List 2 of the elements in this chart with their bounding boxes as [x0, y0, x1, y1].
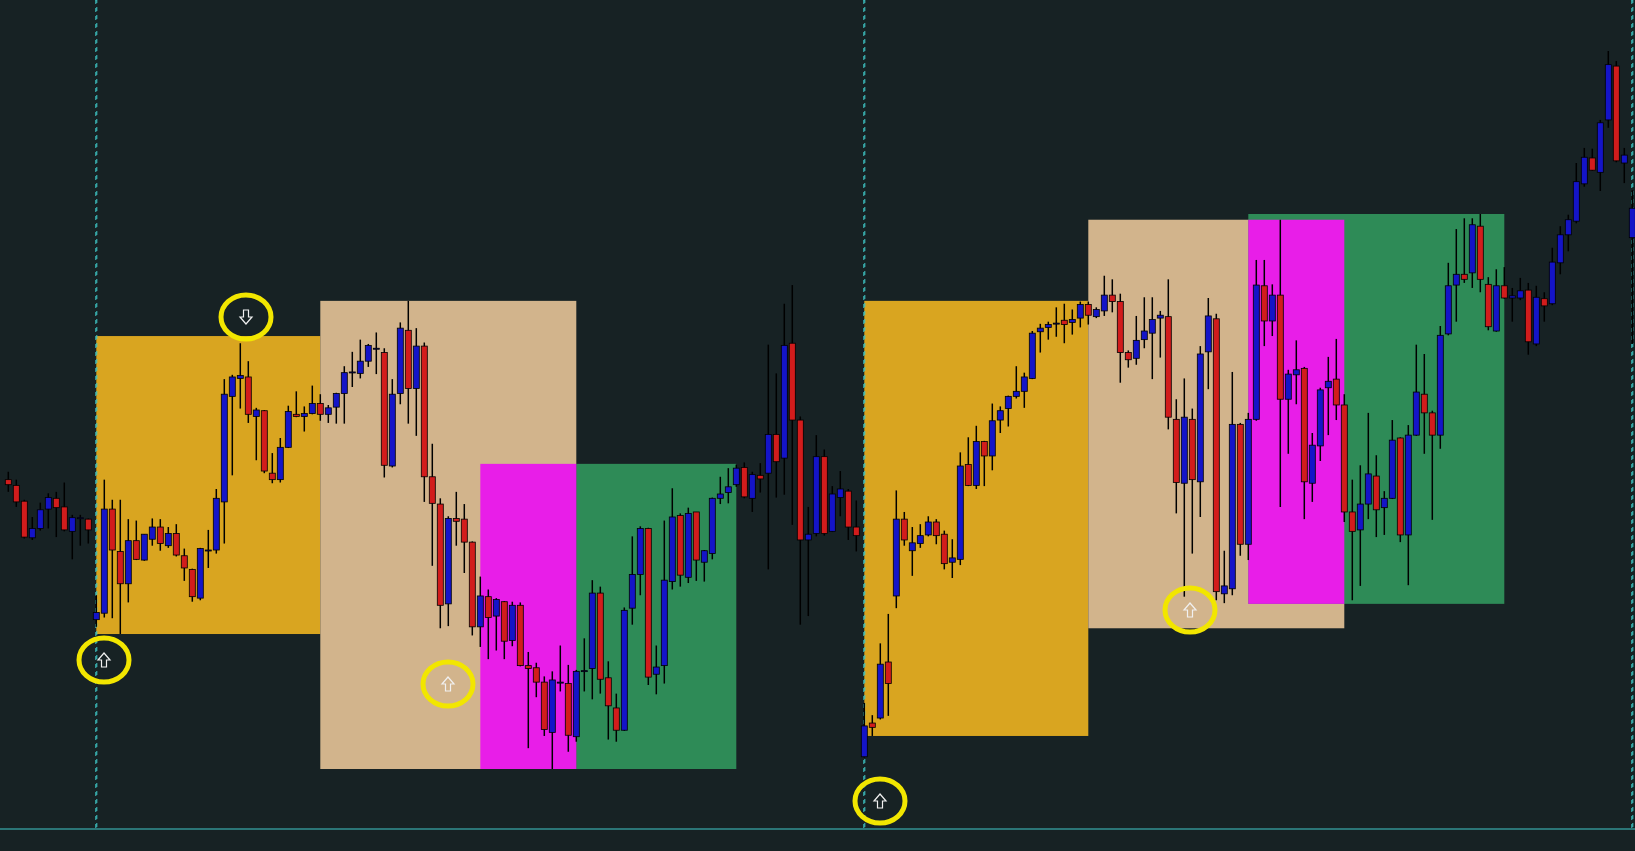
- candlestick: [4, 471, 12, 493]
- candlestick: [724, 467, 732, 505]
